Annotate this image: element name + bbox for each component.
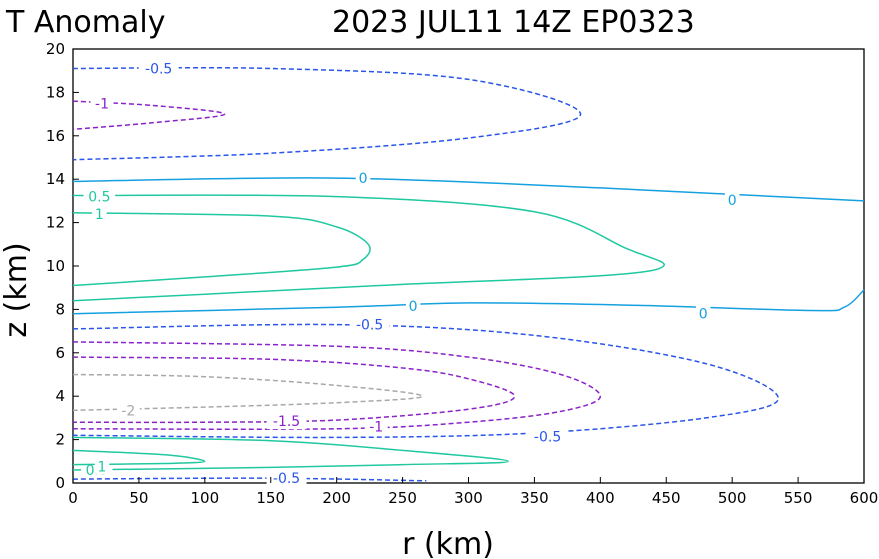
contour-label: 0 [728,193,737,209]
contour-label: 1 [95,207,104,223]
contour-label-bg [266,470,307,487]
y-tick-label: 2 [55,431,65,449]
contour-label: 0 [409,299,418,315]
contour-line [72,436,509,471]
contour-label: 0 [359,171,368,187]
x-tick-label: 100 [191,489,220,507]
contour-line [72,341,602,430]
y-tick-label: 0 [55,474,65,492]
chart-title-right: 2023 JUL11 14Z EP0323 [332,5,695,40]
y-tick-label: 8 [55,300,65,318]
contour-label-bg [116,402,140,419]
contour-label-bg [90,95,114,112]
contour-label-bg [349,316,390,333]
y-axis-label: z (km) [0,242,34,337]
contour-line [72,212,371,287]
contour-label: 0 [699,307,708,323]
contour-line [72,289,865,315]
y-tick-label: 14 [46,170,65,188]
y-tick-label: 6 [55,344,65,362]
x-tick-label: 150 [256,489,285,507]
contour-label-bg [138,60,179,77]
contour-label: -0.5 [356,318,383,334]
y-tick-label: 16 [46,127,65,145]
x-axis-ticks: 0 50 100 150 200 250 300 350 400 450 500 550 600 [68,477,878,507]
x-tick-label: 0 [68,489,78,507]
x-tick-label: 500 [718,489,747,507]
contour-label-bg [94,458,110,475]
y-tick-label: 10 [46,257,65,275]
x-tick-label: 200 [322,489,351,507]
contour-line [72,373,424,412]
contour-label: -0.5 [534,429,561,445]
x-axis-label: r (km) [402,527,494,559]
contour-line [72,449,206,466]
contour-label: -1.5 [273,414,300,430]
plot-frame [72,48,865,484]
contour-line [72,194,665,302]
contour-line [72,100,226,131]
contour-label-bg [364,418,388,435]
x-tick-label: 600 [850,489,879,507]
x-tick-label: 250 [388,489,417,507]
contour-label-bg [92,205,107,222]
contour-label-bg [83,188,116,205]
contour-label-bg [695,305,711,322]
contour-label-bg [405,298,421,315]
contour-label: -1 [369,420,383,436]
contour-label: -0.5 [273,471,300,487]
contour-label: -1 [95,96,109,112]
x-tick-label: 550 [784,489,813,507]
contour-line [72,66,582,161]
contour-label: -2 [121,403,135,419]
x-tick-label: 50 [129,489,148,507]
contour-label-bg [355,170,371,187]
y-tick-label: 12 [46,214,65,232]
contour-label: 0.5 [88,190,110,206]
y-tick-label: 4 [55,387,65,405]
x-tick-label: 300 [454,489,483,507]
x-tick-label: 350 [520,489,549,507]
contour-label: 1 [98,460,107,476]
y-tick-label: 20 [46,40,65,58]
contour-label-bg [724,191,740,208]
contour-line [72,477,427,482]
y-axis-ticks: 0 2 4 6 8 10 12 14 16 18 20 [46,40,79,492]
chart-title-left: T Anomaly [5,5,165,40]
x-tick-label: 400 [586,489,615,507]
contour-line [72,177,865,202]
contour-label: -0.5 [145,62,172,78]
contour-label-bg [266,413,307,430]
contour-label-bg [527,428,568,445]
x-tick-label: 450 [652,489,681,507]
y-tick-label: 18 [46,83,65,101]
